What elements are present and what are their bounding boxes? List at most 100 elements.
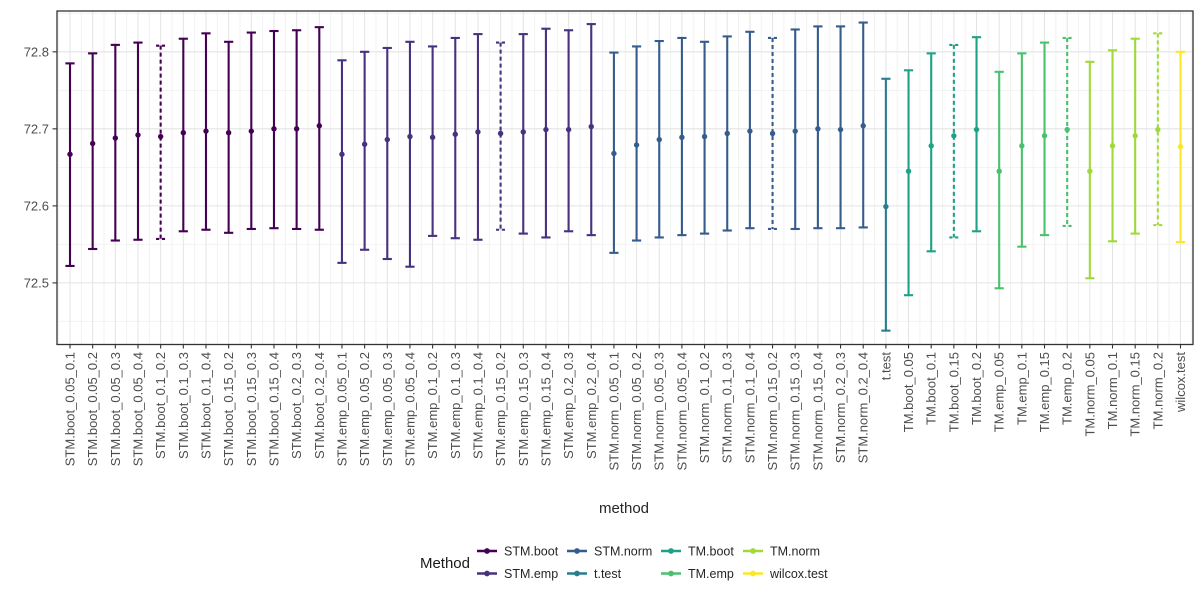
x-tick-label: STM.emp_0.05_0.3 [380, 352, 395, 466]
errorbar-STM.emp_0.2_0.3 [563, 29, 574, 233]
errorbar-point [792, 128, 798, 134]
errorbar-point [837, 126, 844, 133]
x-tick-label: STM.norm_0.15_0.3 [788, 352, 803, 471]
x-tick-label: TM.boot_0.2 [969, 352, 984, 425]
errorbar-STM.norm_0.15_0.4 [813, 25, 823, 230]
y-tick-label: 72.8 [24, 44, 49, 59]
errorbar-TM.boot_0.15 [949, 43, 959, 239]
legend-entry-STM.boot: STM.boot [477, 545, 559, 559]
x-tick-label: STM.boot_0.05_0.2 [85, 352, 100, 466]
errorbar-point [928, 143, 934, 149]
errorbar-point [112, 135, 119, 141]
legend-key-point [668, 548, 674, 554]
errorbar-point [180, 129, 187, 136]
errorbar-STM.emp_0.05_0.3 [382, 46, 392, 261]
errorbar-point [361, 141, 368, 147]
errorbar-point [1155, 126, 1161, 133]
x-tick-label: STM.boot_0.1_0.4 [198, 352, 213, 459]
legend-entry-label: STM.norm [594, 545, 652, 559]
errorbar-STM.norm_0.1_0.3 [722, 35, 732, 232]
x-tick-label: STM.boot_0.1_0.3 [176, 352, 191, 459]
x-tick-label: STM.norm_0.05_0.1 [606, 352, 621, 471]
x-tick-label: STM.emp_0.05_0.2 [357, 352, 372, 466]
x-tick-label: TM.emp_0.05 [992, 352, 1007, 432]
errorbar-point [701, 133, 708, 140]
errorbar-STM.emp_0.15_0.2 [496, 41, 506, 231]
errorbar-point [316, 123, 322, 129]
errorbar-STM.boot_0.05_0.3 [110, 43, 120, 242]
errorbar-TM.boot_0.1 [926, 52, 936, 253]
errorbar-TM.emp_0.05 [994, 70, 1004, 290]
x-tick-label: TM.boot_0.05 [901, 352, 916, 432]
x-tick-label: STM.emp_0.15_0.3 [516, 352, 531, 466]
x-tick-label: STM.norm_0.2_0.3 [833, 352, 848, 463]
errorbar-STM.norm_0.05_0.4 [677, 36, 687, 237]
errorbar-STM.boot_0.05_0.2 [88, 52, 98, 251]
x-tick-label: STM.boot_0.15_0.3 [244, 352, 259, 466]
errorbar-point [339, 151, 345, 157]
x-tick-label: TM.emp_0.15 [1037, 352, 1052, 432]
legend-entry-label: t.test [594, 567, 622, 581]
x-tick-label: TM.emp_0.2 [1060, 352, 1075, 425]
errorbar-STM.emp_0.2_0.4 [586, 23, 596, 237]
errorbar-STM.boot_0.15_0.3 [246, 31, 256, 231]
x-tick-label: STM.emp_0.15_0.4 [538, 352, 553, 466]
x-tick-label: STM.norm_0.05_0.4 [674, 352, 689, 471]
errorbar-point [452, 131, 458, 137]
y-tick-label: 72.5 [24, 275, 49, 290]
legend-entry-TM.norm: TM.norm [743, 545, 820, 559]
legend-entry-label: TM.norm [770, 545, 820, 559]
x-tick-label: TM.norm_0.2 [1150, 352, 1165, 429]
x-tick-label: STM.boot_0.15_0.2 [221, 352, 236, 466]
legend-key-point [750, 548, 756, 554]
errorbar-point [429, 134, 436, 141]
errorbar-point [633, 142, 640, 148]
legend-entry-label: TM.boot [688, 545, 734, 559]
errorbar-point [407, 133, 413, 140]
x-tick-label: TM.boot_0.15 [946, 352, 961, 432]
legend-entry-wilcox.test: wilcox.test [743, 567, 828, 581]
errorbar-point [860, 123, 866, 129]
errorbar-STM.boot_0.1_0.2 [156, 44, 166, 241]
y-tick-label: 72.6 [24, 198, 49, 213]
errorbar-point [520, 129, 526, 135]
errorbar-TM.norm_0.2 [1153, 32, 1163, 227]
errorbar-point [951, 133, 957, 139]
errorbar-point [905, 168, 912, 174]
errorbar-point [67, 151, 73, 157]
legend-entry-t.test: t.test [567, 567, 622, 581]
x-tick-label: STM.emp_0.05_0.1 [334, 352, 349, 466]
errorbar-STM.emp_0.15_0.3 [518, 33, 528, 235]
x-tick-label: STM.emp_0.15_0.2 [493, 352, 508, 466]
errorbar-point [384, 136, 390, 143]
x-axis-title: method [599, 500, 649, 517]
panel-border-rect [56, 10, 1194, 346]
errorbar-point [973, 126, 980, 133]
errorbar-point [769, 130, 776, 137]
errorbar-STM.emp_0.1_0.4 [473, 33, 483, 241]
errorbar-STM.emp_0.1_0.3 [450, 36, 460, 240]
errorbar-TM.boot_0.2 [971, 36, 982, 233]
errorbar-point [1087, 168, 1093, 174]
errorbar-STM.norm_0.2_0.3 [835, 25, 846, 230]
x-tick-label: STM.norm_0.1_0.3 [720, 352, 735, 463]
x-tick-label: STM.norm_0.15_0.4 [810, 352, 825, 471]
errorbar-TM.boot_0.05 [903, 69, 914, 297]
errorbar-point [679, 134, 685, 141]
errorbar-point [611, 150, 617, 157]
errorbar-point [89, 140, 96, 147]
x-tick-label: STM.norm_0.05_0.3 [652, 352, 667, 471]
x-tick-label: STM.boot_0.1_0.2 [153, 352, 168, 459]
x-tick-label: STM.norm_0.05_0.2 [629, 352, 644, 471]
errorbar-STM.norm_0.1_0.2 [699, 40, 710, 235]
x-tick-label: STM.emp_0.05_0.4 [402, 352, 417, 466]
legend-entry-TM.boot: TM.boot [661, 545, 734, 559]
legend-title: Method [420, 555, 470, 572]
errorbar-TM.norm_0.15 [1130, 37, 1140, 235]
errorbar-wilcox.test [1175, 50, 1186, 244]
errorbar-point [157, 133, 164, 140]
errorbar-STM.boot_0.1_0.4 [201, 32, 211, 231]
errorbar-TM.norm_0.1 [1107, 49, 1118, 243]
